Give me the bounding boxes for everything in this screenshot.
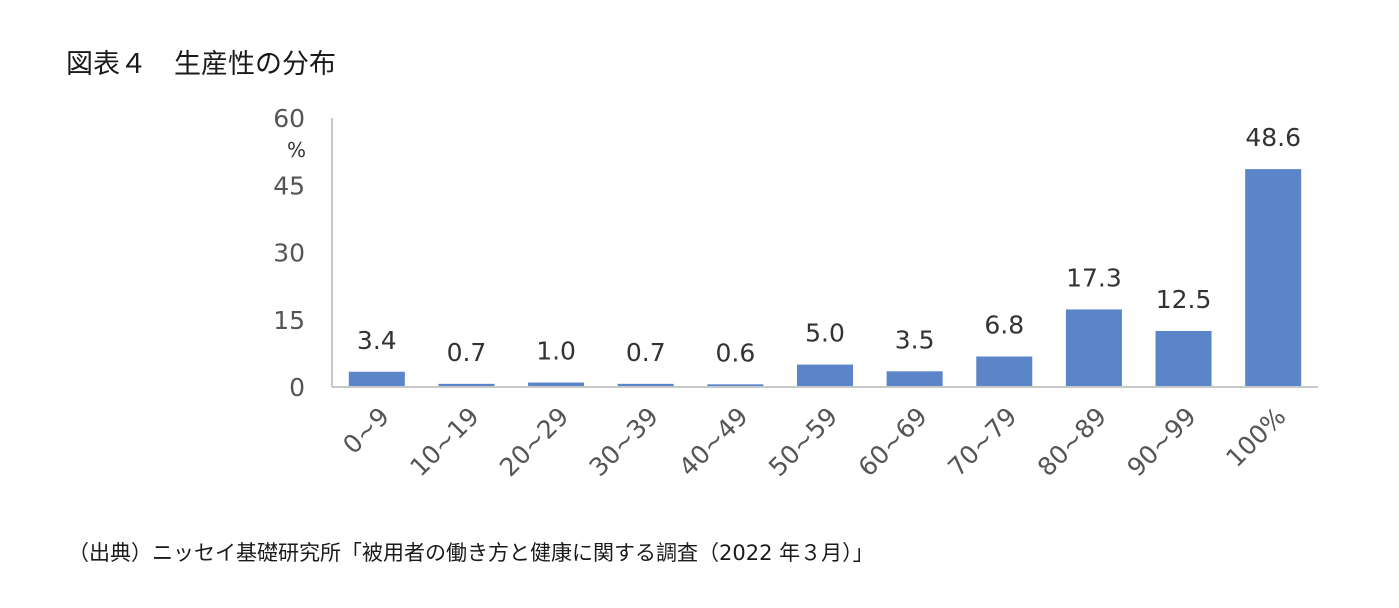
bar-chart: 0 15 30 45 60% 3.4 0.7 1.0 0.7 0.6 5.0 3.5 6.8 17.3 1… [273,104,1318,482]
x-tick-label: 0~9 [337,402,395,460]
bar [976,356,1033,387]
data-label: 12.5 [1156,285,1212,314]
bar [707,384,764,387]
source-note: （出典）ニッセイ基礎研究所「被用者の働き方と健康に関する調査（2022 年３月）… [68,541,874,565]
bar [1065,309,1122,387]
bar [438,383,495,387]
x-tick-label: 100% [1220,402,1291,473]
x-tick-label: 10~19 [404,402,484,482]
x-tick-label: 40~49 [673,402,753,482]
data-label: 3.4 [357,326,397,355]
y-tick-label: 30 [273,239,305,268]
bar [1245,169,1302,387]
y-tick-label: 15 [273,306,305,335]
data-label: 48.6 [1245,123,1301,152]
data-label: 5.0 [805,319,845,348]
bar [528,382,585,387]
data-label: 0.6 [715,338,755,367]
x-tick-label: 20~29 [494,402,574,482]
x-tick-label: 70~79 [942,402,1022,482]
chart-title: 図表４ 生産性の分布 [66,49,336,80]
x-tick-label: 50~59 [763,402,843,482]
bar [348,371,405,387]
x-axis: 0~9 10~19 20~29 30~39 40~49 50~59 60~69 70~79 80… [332,386,1318,482]
y-axis-unit-label: % [287,138,306,162]
data-label: 6.8 [984,311,1024,340]
bar [617,383,674,387]
data-label: 0.7 [626,338,666,367]
x-tick-label: 80~89 [1032,402,1112,482]
data-label: 17.3 [1066,263,1122,292]
y-tick-label: 60 [273,104,305,133]
bar [797,364,853,387]
data-label: 3.5 [895,325,935,354]
x-tick-label: 90~99 [1121,402,1201,482]
data-label: 1.0 [536,337,576,366]
x-tick-label: 30~39 [584,402,664,482]
y-tick-label: 0 [289,373,305,402]
bar [1155,330,1212,387]
data-label: 0.7 [447,338,487,367]
bars: 3.4 0.7 1.0 0.7 0.6 5.0 3.5 6.8 17.3 12.5 48.6 [348,123,1302,387]
y-axis: 0 15 30 45 60% [273,104,333,402]
x-tick-label: 60~69 [853,402,933,482]
bar [886,371,943,387]
y-tick-label: 45 [273,171,305,200]
